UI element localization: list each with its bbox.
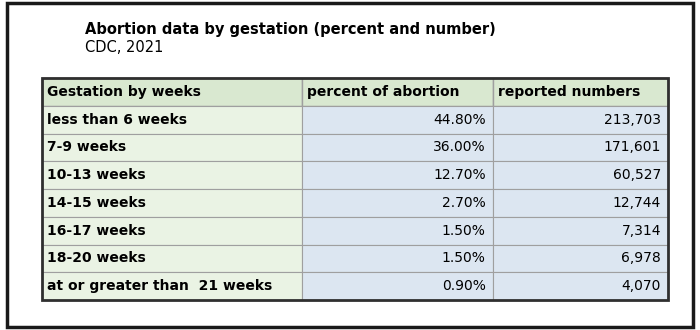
Text: 0.90%: 0.90% (442, 279, 486, 293)
Bar (493, 189, 668, 217)
Bar (302, 106, 493, 134)
Bar (42, 78, 302, 106)
Text: Abortion data by gestation (percent and number): Abortion data by gestation (percent and … (85, 22, 496, 37)
Text: 7,314: 7,314 (622, 224, 661, 238)
Text: 4,070: 4,070 (622, 279, 661, 293)
Text: 44.80%: 44.80% (433, 113, 486, 127)
Text: 171,601: 171,601 (603, 140, 661, 154)
Bar (42, 189, 302, 217)
Text: 10-13 weeks: 10-13 weeks (47, 168, 146, 182)
Bar (302, 78, 493, 106)
Bar (302, 217, 493, 245)
Bar (42, 134, 302, 161)
Text: percent of abortion: percent of abortion (307, 85, 459, 99)
Bar (42, 245, 302, 272)
Bar (493, 217, 668, 245)
Text: less than 6 weeks: less than 6 weeks (47, 113, 187, 127)
Text: at or greater than  21 weeks: at or greater than 21 weeks (47, 279, 272, 293)
Text: 1.50%: 1.50% (442, 251, 486, 265)
Bar (493, 161, 668, 189)
Bar (493, 106, 668, 134)
Text: 16-17 weeks: 16-17 weeks (47, 224, 146, 238)
Text: 18-20 weeks: 18-20 weeks (47, 251, 146, 265)
Text: 14-15 weeks: 14-15 weeks (47, 196, 146, 210)
Text: 12,744: 12,744 (612, 196, 661, 210)
Text: Gestation by weeks: Gestation by weeks (47, 85, 201, 99)
Bar (493, 78, 668, 106)
Text: 36.00%: 36.00% (433, 140, 486, 154)
Bar (302, 189, 493, 217)
Bar (493, 272, 668, 300)
Text: 1.50%: 1.50% (442, 224, 486, 238)
Text: 7-9 weeks: 7-9 weeks (47, 140, 126, 154)
Bar (302, 272, 493, 300)
Bar (302, 134, 493, 161)
Text: 2.70%: 2.70% (442, 196, 486, 210)
Bar (302, 161, 493, 189)
Bar (42, 78, 668, 300)
Bar (493, 245, 668, 272)
Text: 6,978: 6,978 (622, 251, 661, 265)
Bar (42, 272, 302, 300)
Bar (493, 134, 668, 161)
Text: CDC, 2021: CDC, 2021 (85, 40, 163, 55)
Text: 60,527: 60,527 (612, 168, 661, 182)
Text: 12.70%: 12.70% (433, 168, 486, 182)
Bar (42, 217, 302, 245)
Text: 213,703: 213,703 (604, 113, 661, 127)
Text: reported numbers: reported numbers (498, 85, 640, 99)
Bar (42, 106, 302, 134)
Bar (42, 161, 302, 189)
Bar (302, 245, 493, 272)
